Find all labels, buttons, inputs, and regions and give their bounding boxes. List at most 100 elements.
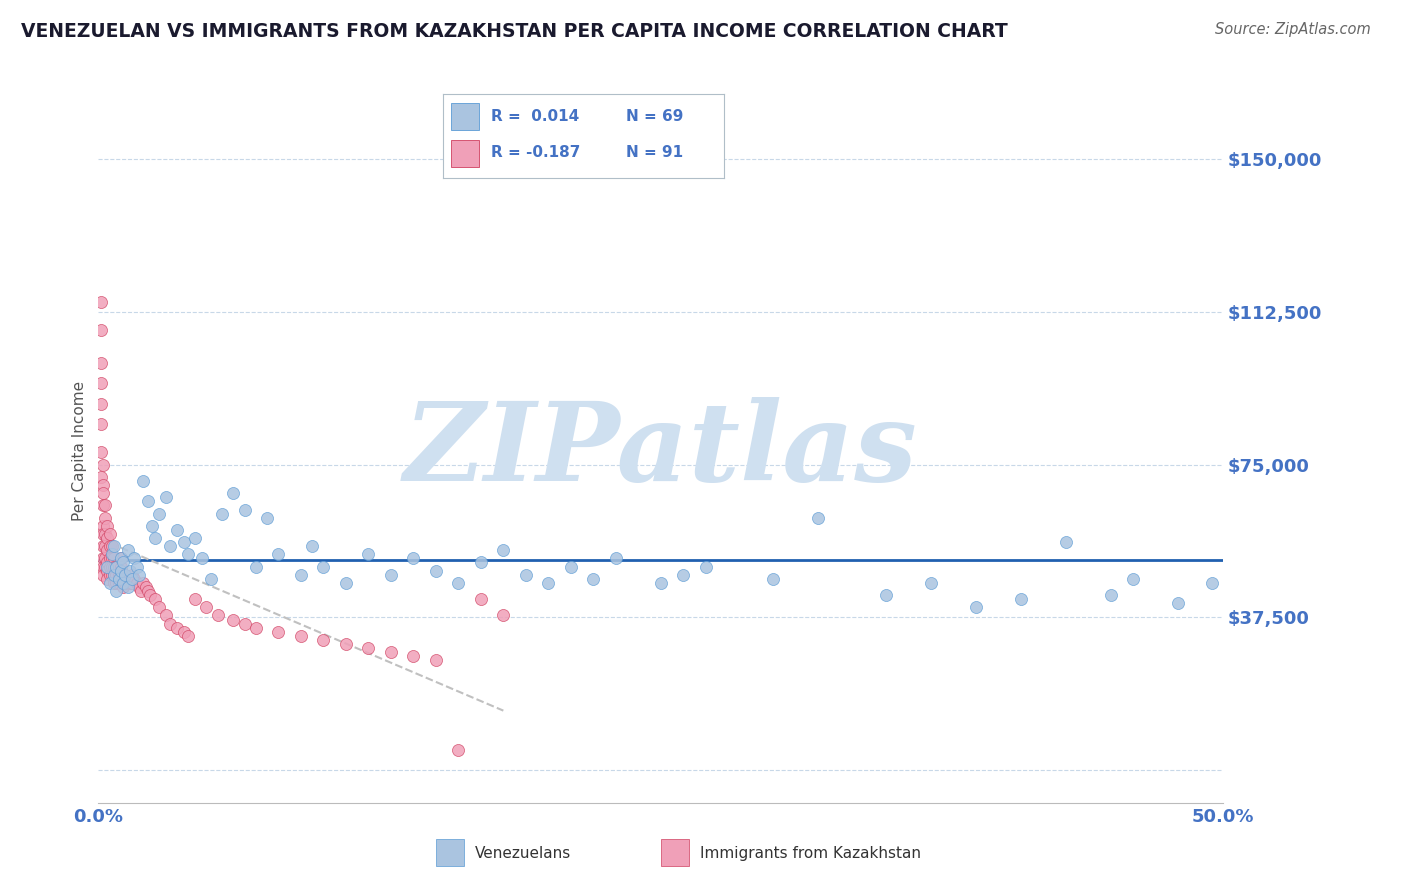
Point bbox=[136, 494, 159, 508]
Point bbox=[117, 572, 139, 586]
Point bbox=[94, 539, 117, 553]
Point bbox=[124, 572, 146, 586]
Point bbox=[128, 580, 150, 594]
Point bbox=[112, 572, 135, 586]
Text: N = 69: N = 69 bbox=[626, 109, 683, 124]
Point bbox=[90, 294, 112, 309]
Point bbox=[132, 474, 155, 488]
Point bbox=[114, 567, 136, 582]
Point bbox=[166, 621, 188, 635]
Point bbox=[125, 575, 148, 590]
Point bbox=[90, 417, 112, 431]
Point bbox=[114, 567, 136, 582]
Point bbox=[90, 323, 112, 337]
Point bbox=[91, 527, 114, 541]
Point bbox=[94, 551, 117, 566]
Point bbox=[91, 486, 114, 500]
Point bbox=[312, 632, 335, 647]
Point bbox=[560, 559, 582, 574]
Point bbox=[96, 556, 118, 570]
Point bbox=[177, 547, 200, 561]
Point bbox=[582, 572, 605, 586]
Point bbox=[98, 527, 121, 541]
Point bbox=[267, 624, 290, 639]
Point bbox=[470, 556, 492, 570]
Point bbox=[470, 592, 492, 607]
Point bbox=[148, 600, 170, 615]
Point bbox=[91, 539, 114, 553]
Point bbox=[90, 356, 112, 370]
Point bbox=[807, 510, 830, 524]
Point bbox=[91, 567, 114, 582]
Point bbox=[103, 551, 125, 566]
Point bbox=[672, 567, 695, 582]
Point bbox=[103, 567, 125, 582]
Point bbox=[447, 743, 470, 757]
Text: VENEZUELAN VS IMMIGRANTS FROM KAZAKHSTAN PER CAPITA INCOME CORRELATION CHART: VENEZUELAN VS IMMIGRANTS FROM KAZAKHSTAN… bbox=[21, 22, 1008, 41]
Point bbox=[96, 572, 118, 586]
Point bbox=[402, 551, 425, 566]
Point bbox=[335, 637, 357, 651]
Point bbox=[112, 575, 135, 590]
Point bbox=[447, 575, 470, 590]
Point bbox=[121, 567, 143, 582]
Point bbox=[98, 567, 121, 582]
Point bbox=[96, 559, 118, 574]
Point bbox=[101, 539, 124, 553]
Point bbox=[233, 502, 256, 516]
Point bbox=[195, 600, 218, 615]
Point bbox=[143, 531, 166, 545]
Point bbox=[1167, 596, 1189, 610]
Point bbox=[312, 559, 335, 574]
Point bbox=[207, 608, 229, 623]
Point bbox=[166, 523, 188, 537]
Text: R = -0.187: R = -0.187 bbox=[491, 145, 581, 161]
Point bbox=[110, 559, 132, 574]
Text: Source: ZipAtlas.com: Source: ZipAtlas.com bbox=[1215, 22, 1371, 37]
Point bbox=[492, 608, 515, 623]
Point bbox=[222, 613, 245, 627]
Point bbox=[1054, 535, 1077, 549]
Point bbox=[105, 559, 128, 574]
Point bbox=[91, 499, 114, 513]
Point bbox=[139, 588, 162, 602]
Point bbox=[98, 551, 121, 566]
Point bbox=[695, 559, 717, 574]
Point bbox=[107, 575, 129, 590]
Text: R =  0.014: R = 0.014 bbox=[491, 109, 579, 124]
Point bbox=[267, 547, 290, 561]
Point bbox=[1201, 575, 1223, 590]
Point bbox=[650, 575, 672, 590]
Point bbox=[105, 567, 128, 582]
Point bbox=[91, 478, 114, 492]
Bar bbox=[451, 140, 479, 168]
Point bbox=[125, 559, 148, 574]
Point bbox=[128, 567, 150, 582]
Point bbox=[155, 608, 177, 623]
Point bbox=[605, 551, 627, 566]
Y-axis label: Per Capita Income: Per Capita Income bbox=[72, 380, 87, 521]
Point bbox=[94, 499, 117, 513]
Point bbox=[425, 653, 447, 667]
Point bbox=[965, 600, 987, 615]
Point bbox=[177, 629, 200, 643]
Point bbox=[124, 551, 146, 566]
Point bbox=[103, 575, 125, 590]
Point bbox=[90, 470, 112, 484]
Point bbox=[425, 564, 447, 578]
Point bbox=[357, 547, 380, 561]
Point bbox=[118, 575, 141, 590]
Point bbox=[117, 580, 139, 594]
Point bbox=[98, 559, 121, 574]
Point bbox=[118, 564, 141, 578]
Point bbox=[105, 575, 128, 590]
Point bbox=[1099, 588, 1122, 602]
Bar bbox=[661, 839, 689, 866]
Point bbox=[117, 543, 139, 558]
Point bbox=[233, 616, 256, 631]
Point bbox=[94, 559, 117, 574]
Point bbox=[94, 527, 117, 541]
Point bbox=[191, 551, 214, 566]
Point bbox=[1010, 592, 1032, 607]
Point bbox=[1122, 572, 1144, 586]
